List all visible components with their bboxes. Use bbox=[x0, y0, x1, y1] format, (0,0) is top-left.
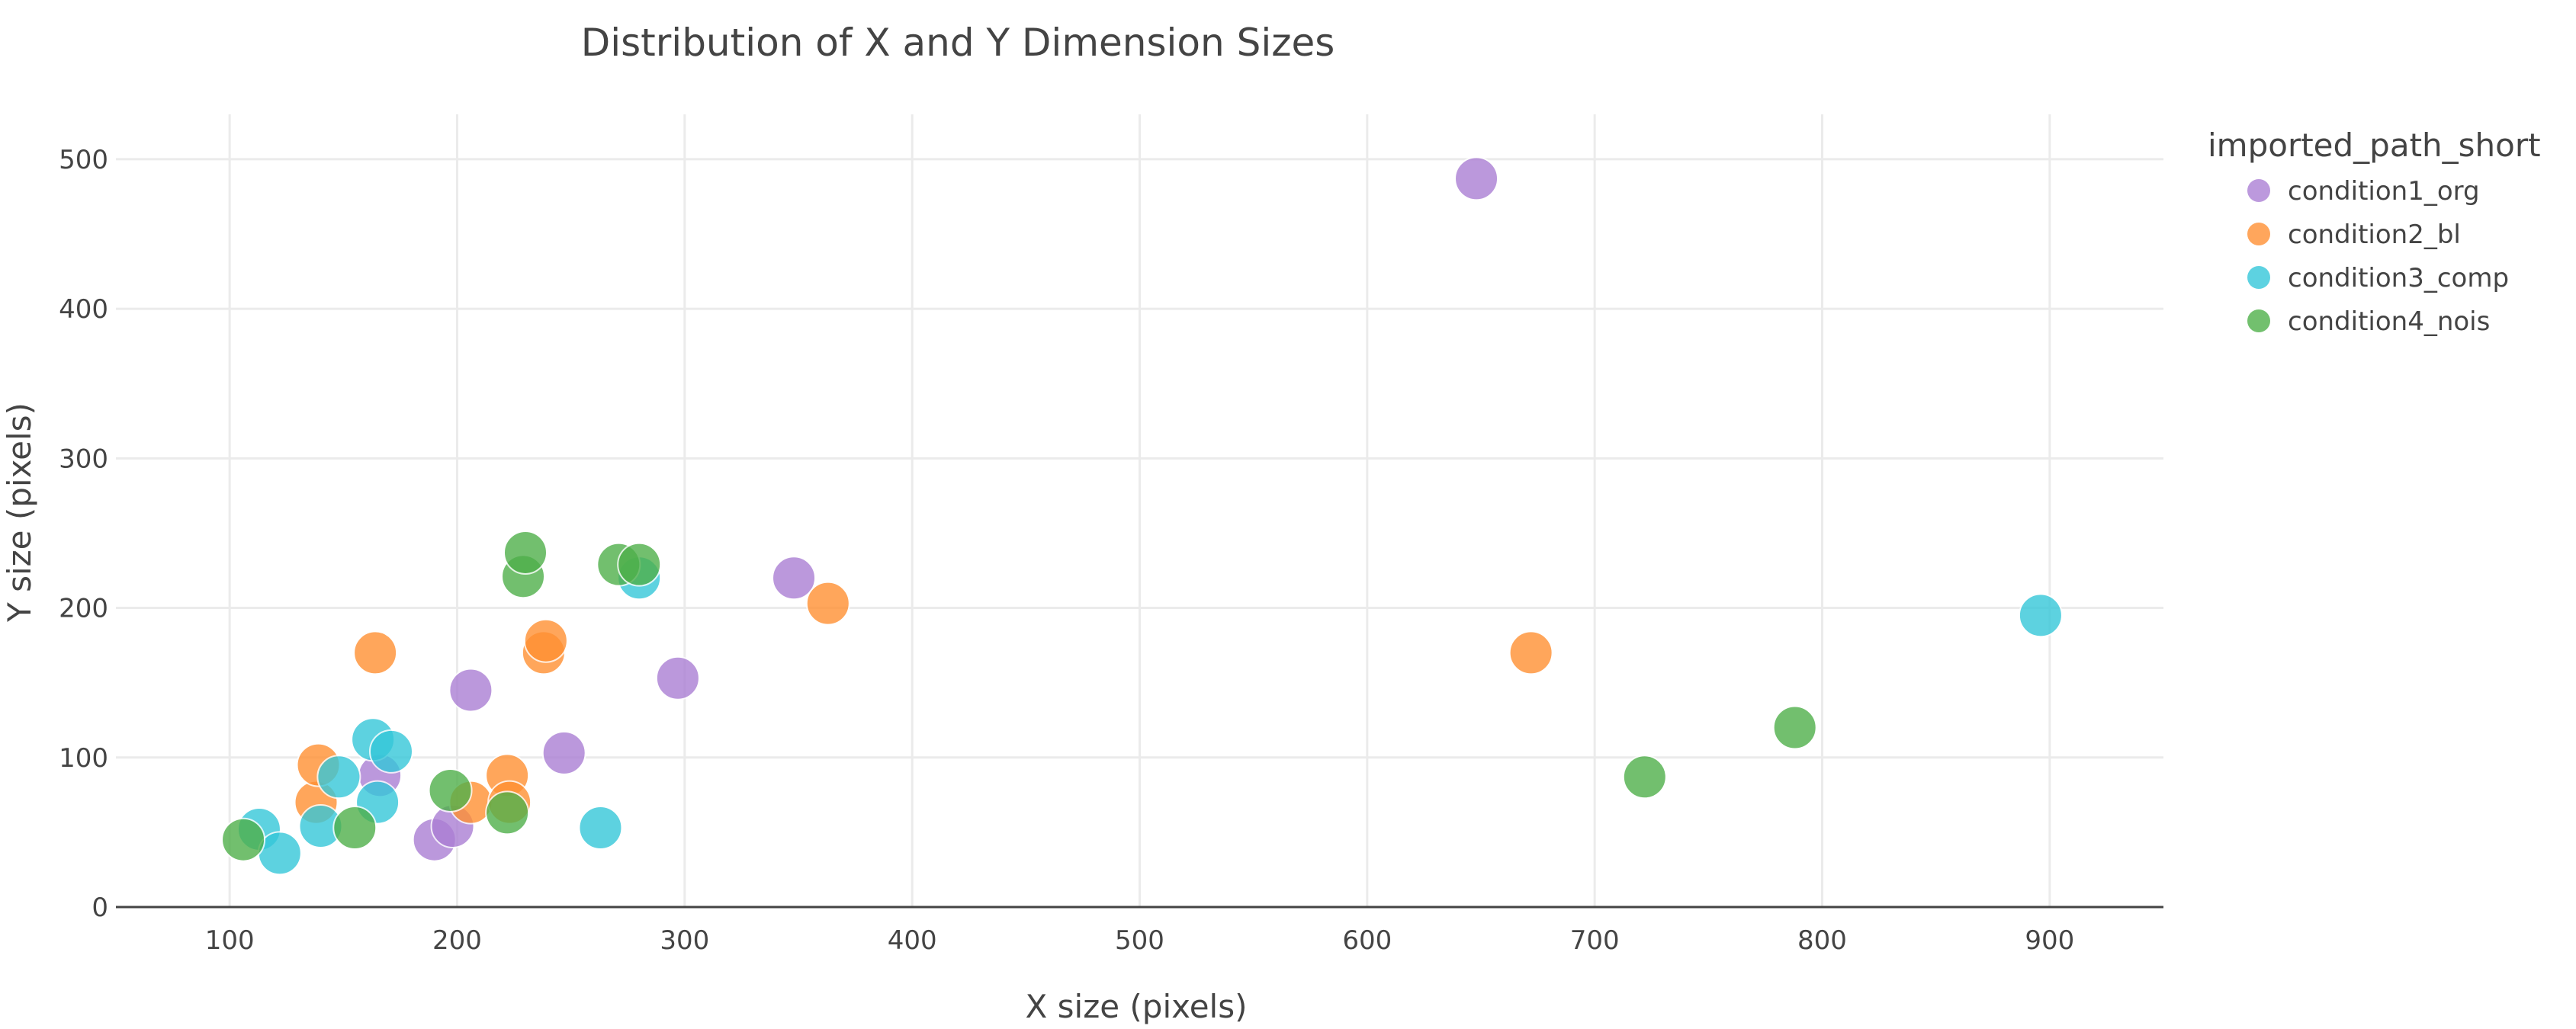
x-tick-label: 400 bbox=[888, 925, 937, 956]
data-point-condition1_org bbox=[772, 556, 817, 601]
data-point-condition3_comp bbox=[578, 806, 623, 850]
grid-lines bbox=[116, 114, 2163, 907]
legend-marker bbox=[2247, 266, 2270, 289]
y-axis-title: Y size (pixels) bbox=[1, 402, 38, 623]
legend-marker bbox=[2247, 179, 2270, 202]
x-tick-label: 100 bbox=[205, 925, 255, 956]
legend-label: condition3_comp bbox=[2288, 263, 2509, 293]
y-tick-label: 100 bbox=[59, 743, 108, 774]
axes: 100 200 300 400 500 600 700 800 900 0 100 200 300 400… bbox=[59, 145, 2163, 956]
data-point-condition1_org bbox=[655, 656, 700, 700]
data-point-condition2_bl bbox=[353, 630, 398, 675]
x-tick-label: 700 bbox=[1570, 925, 1620, 956]
data-point-condition3_comp bbox=[368, 729, 413, 774]
x-tick-label: 200 bbox=[432, 925, 482, 956]
data-point-condition4_nois bbox=[1772, 705, 1817, 750]
x-tick-label: 800 bbox=[1797, 925, 1847, 956]
legend-items: condition1_org condition2_bl condition3_co… bbox=[2247, 176, 2509, 337]
y-tick-label: 400 bbox=[59, 294, 108, 325]
data-point-condition4_nois bbox=[503, 530, 548, 575]
data-point-condition1_org bbox=[448, 668, 493, 713]
data-point-condition3_comp bbox=[316, 755, 361, 800]
data-point-condition1_org bbox=[1454, 156, 1499, 201]
x-tick-label: 500 bbox=[1115, 925, 1164, 956]
data-point-condition4_nois bbox=[332, 806, 377, 850]
data-point-condition4_nois bbox=[221, 817, 266, 862]
legend-label: condition2_bl bbox=[2288, 220, 2461, 250]
y-tick-label: 500 bbox=[59, 145, 108, 175]
legend-marker bbox=[2247, 223, 2270, 245]
chart-title: Distribution of X and Y Dimension Sizes bbox=[581, 21, 1335, 65]
data-points bbox=[221, 156, 2063, 876]
data-point-condition4_nois bbox=[1622, 755, 1667, 800]
data-point-condition2_bl bbox=[1508, 630, 1553, 675]
data-point-condition2_bl bbox=[805, 581, 850, 626]
data-point-condition4_nois bbox=[428, 768, 473, 813]
legend: imported_path_short condition1_orgcondit… bbox=[2208, 127, 2541, 337]
data-point-condition4_nois bbox=[485, 790, 530, 835]
data-point-condition2_bl bbox=[523, 618, 568, 663]
legend-label: condition4_nois bbox=[2288, 306, 2490, 337]
data-point-condition3_comp bbox=[2018, 593, 2063, 638]
data-point-condition4_nois bbox=[617, 542, 662, 587]
x-tick-label: 300 bbox=[660, 925, 709, 956]
x-tick-label: 600 bbox=[1342, 925, 1392, 956]
legend-label: condition1_org bbox=[2288, 176, 2480, 207]
y-tick-label: 0 bbox=[92, 893, 108, 923]
legend-title: imported_path_short bbox=[2208, 127, 2541, 164]
x-axis-title: X size (pixels) bbox=[1026, 988, 1248, 1025]
x-tick-label: 900 bbox=[2025, 925, 2074, 956]
data-point-condition1_org bbox=[541, 730, 586, 775]
y-tick-label: 200 bbox=[59, 594, 108, 624]
y-tick-label: 300 bbox=[59, 444, 108, 474]
legend-marker bbox=[2247, 309, 2270, 332]
